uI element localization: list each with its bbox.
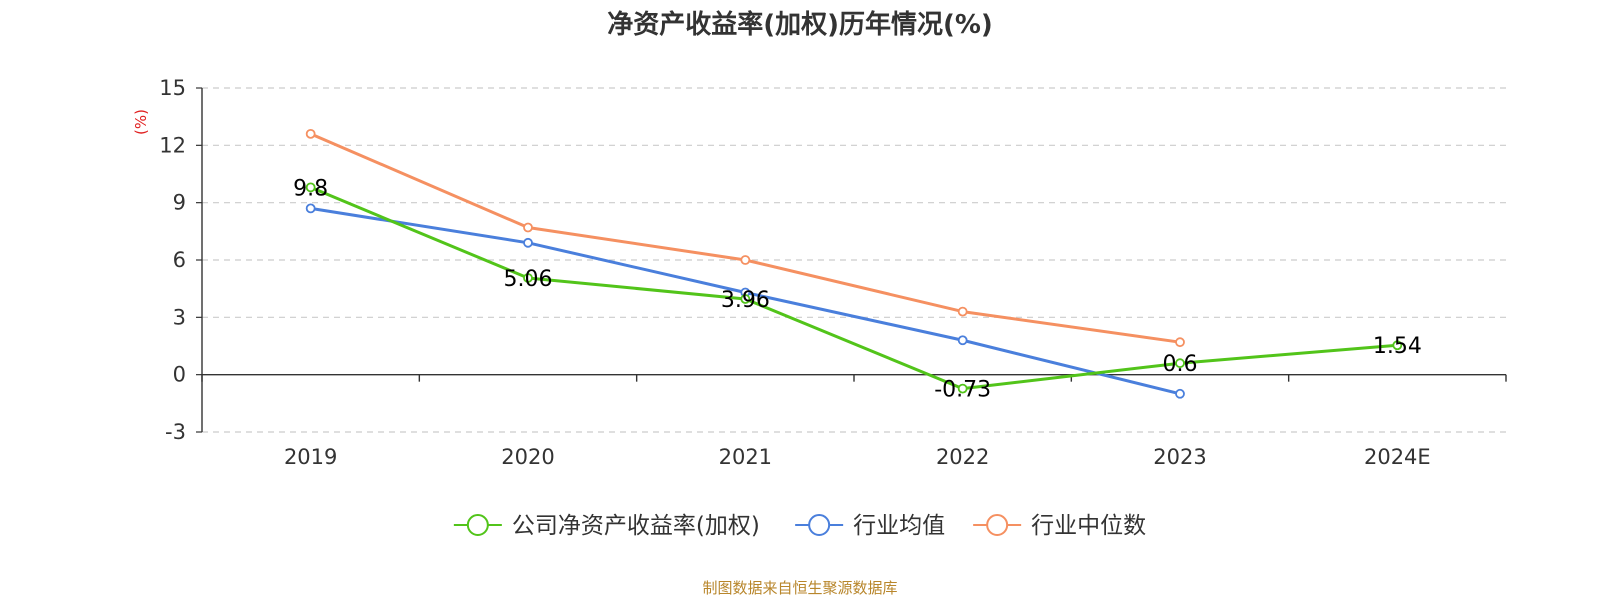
y-axis-label: (%) bbox=[132, 109, 150, 135]
chart-title: 净资产收益率(加权)历年情况(%) bbox=[607, 10, 993, 40]
data-label: 5.06 bbox=[504, 267, 553, 292]
series-line bbox=[310, 185, 1398, 391]
data-point bbox=[957, 335, 968, 346]
data-point bbox=[740, 294, 751, 304]
data-point bbox=[523, 273, 533, 283]
legend: 公司净资产收益率(加权) 行业均值 行业中位数 bbox=[453, 513, 1146, 539]
data-label: 1.54 bbox=[1373, 334, 1422, 359]
data-label: 9.8 bbox=[293, 176, 328, 201]
data-point bbox=[523, 237, 533, 248]
legend-label: 公司净资产收益率(加权) bbox=[512, 513, 760, 539]
y-tick-label: 6 bbox=[173, 248, 186, 272]
y-tick-label: 15 bbox=[159, 76, 186, 100]
data-point bbox=[305, 182, 316, 193]
x-tick-label: 2022 bbox=[936, 445, 989, 469]
data-point bbox=[1175, 358, 1185, 369]
legend-label: 行业中位数 bbox=[1031, 513, 1146, 539]
data-point bbox=[1175, 337, 1185, 348]
legend-symbol bbox=[986, 514, 1009, 536]
data-point bbox=[305, 128, 316, 139]
legend-symbol bbox=[808, 514, 831, 536]
x-tick-label: 2019 bbox=[284, 445, 337, 469]
x-tick-label: 2021 bbox=[719, 445, 772, 469]
data-labels: 9.8 5.06 3.96 -0.73 0.6 1.54 bbox=[293, 176, 1422, 402]
y-tick-label: 3 bbox=[173, 305, 186, 329]
data-point bbox=[957, 383, 968, 394]
data-point bbox=[957, 306, 968, 317]
data-point bbox=[523, 222, 533, 233]
series-group bbox=[305, 128, 1403, 399]
data-point bbox=[305, 203, 316, 214]
legend-label: 行业均值 bbox=[853, 513, 945, 539]
x-tick-label: 2020 bbox=[501, 445, 554, 469]
source-note: 制图数据来自恒生聚源数据库 bbox=[702, 579, 898, 597]
y-tick-label: -3 bbox=[165, 420, 186, 444]
x-tick-label: 2023 bbox=[1153, 445, 1206, 469]
data-point bbox=[1392, 340, 1403, 351]
y-tick-label: 9 bbox=[173, 191, 186, 215]
y-tick-label: 12 bbox=[159, 133, 186, 157]
data-label: 3.96 bbox=[721, 288, 770, 313]
y-tick-label: 0 bbox=[173, 363, 186, 387]
data-point bbox=[1175, 388, 1185, 399]
data-label: -0.73 bbox=[934, 378, 991, 403]
data-point bbox=[740, 255, 751, 265]
legend-symbol bbox=[466, 514, 489, 536]
x-tick-label: 2024E bbox=[1364, 445, 1431, 469]
axes: 15 12 9 6 3 0 -3 2019 2020 2021 2022 2023 2024E bbox=[159, 76, 1507, 469]
data-label: 0.6 bbox=[1163, 352, 1198, 377]
